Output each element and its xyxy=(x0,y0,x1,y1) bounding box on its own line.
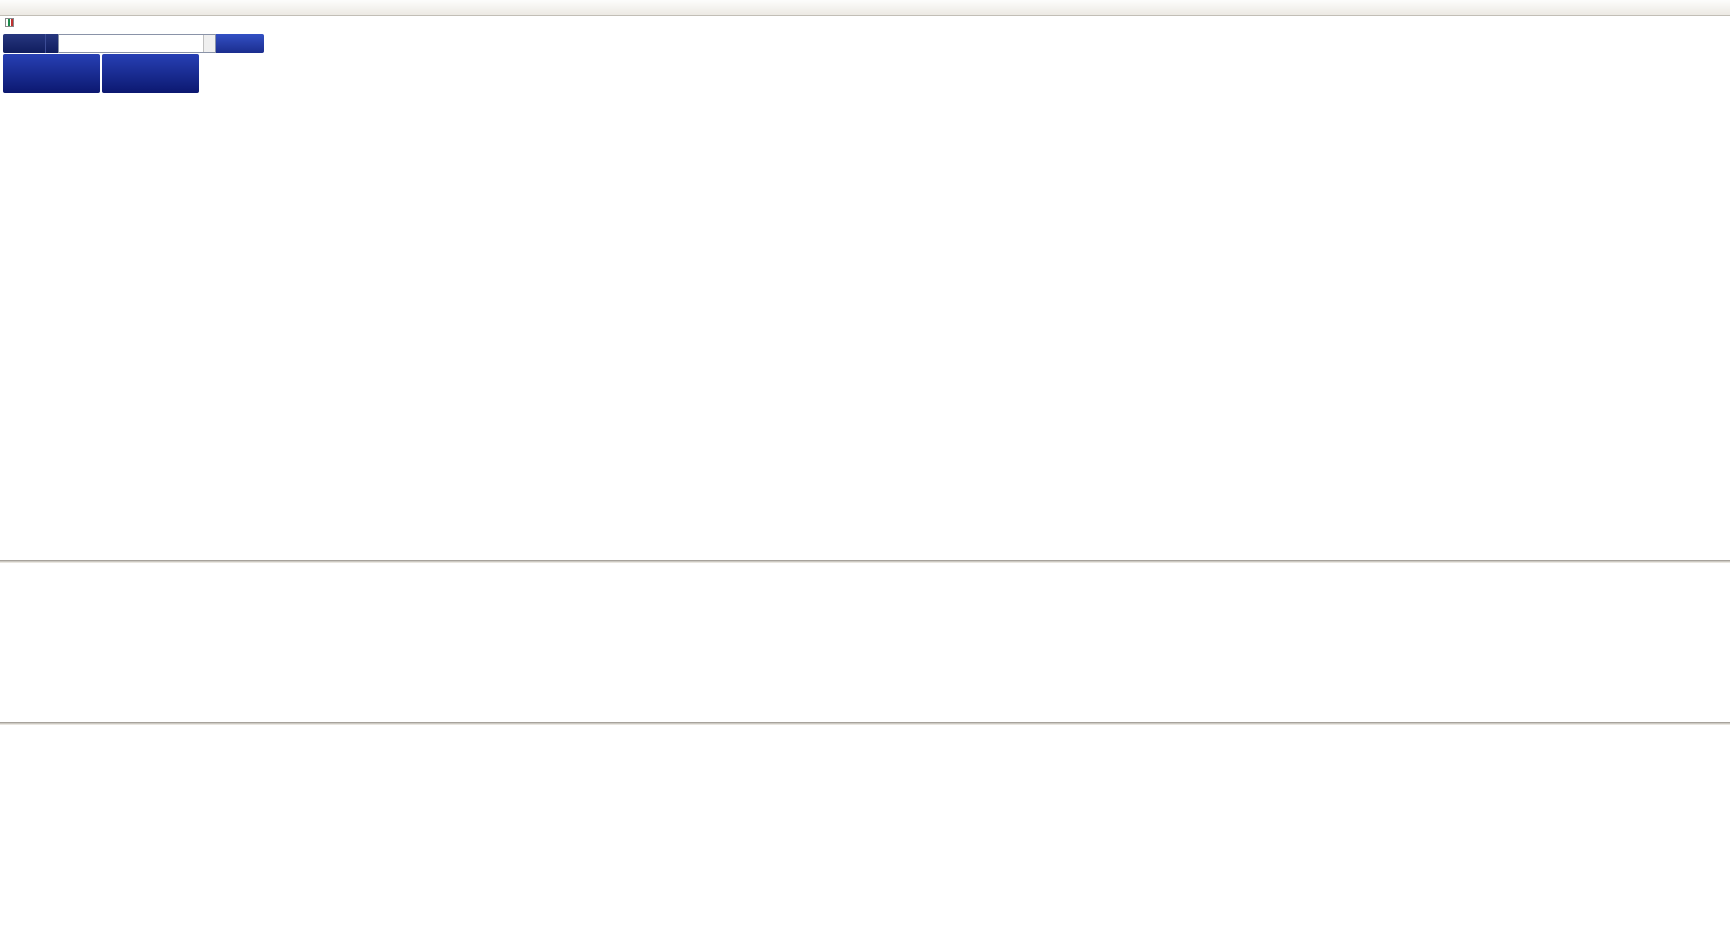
volume-stepper[interactable] xyxy=(203,35,215,52)
rsi-panel-splitter[interactable] xyxy=(0,722,1730,725)
one-click-trading-panel xyxy=(3,34,264,93)
macd-label xyxy=(4,565,14,577)
buy-price-button[interactable] xyxy=(102,54,199,93)
volume-input[interactable] xyxy=(59,35,203,52)
chart-title xyxy=(5,18,26,27)
chart-window xyxy=(0,16,1730,933)
main-toolbar xyxy=(0,0,1730,16)
stepper-up-icon xyxy=(204,35,215,44)
macd-panel-splitter[interactable] xyxy=(0,560,1730,563)
stepper-down-icon xyxy=(204,43,215,52)
sell-button[interactable] xyxy=(3,34,45,53)
sell-price-button[interactable] xyxy=(3,54,100,93)
volume-field xyxy=(58,34,216,53)
rsi-label xyxy=(4,727,9,739)
sell-options-dropdown[interactable] xyxy=(45,34,58,53)
candlestick-icon xyxy=(5,18,14,27)
buy-button[interactable] xyxy=(216,34,264,53)
price-chart-canvas[interactable] xyxy=(0,16,1730,933)
